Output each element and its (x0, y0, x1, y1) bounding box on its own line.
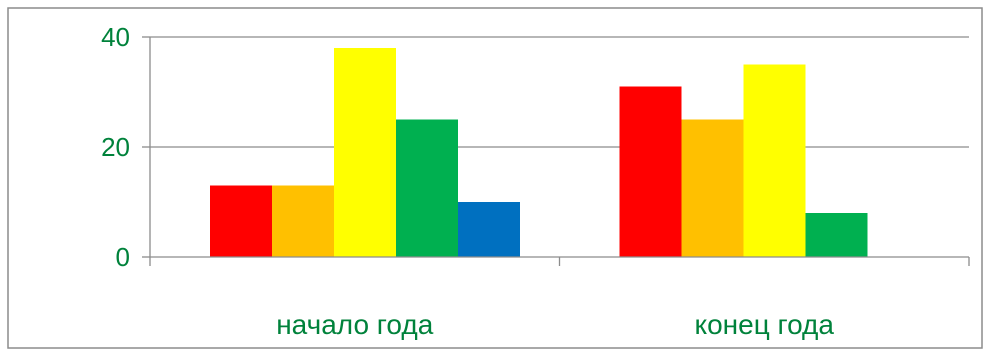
bar (619, 86, 682, 257)
y-tick-label: 0 (116, 242, 130, 272)
bar (805, 213, 868, 257)
bars (210, 48, 868, 257)
bar (396, 119, 458, 257)
axes (142, 36, 970, 266)
x-category-label: конец года (695, 309, 835, 340)
x-category-label: начало года (276, 309, 433, 340)
bar (210, 185, 272, 257)
bar (272, 185, 334, 257)
bar (334, 48, 396, 257)
x-category-labels: начало года конец года (276, 309, 834, 340)
y-tick-labels: 0 20 40 (101, 22, 130, 272)
y-tick-label: 40 (101, 22, 130, 52)
chart-border (7, 7, 983, 349)
gridlines (150, 36, 969, 148)
bar (681, 119, 744, 257)
y-tick-label: 20 (101, 132, 130, 162)
bar (743, 64, 806, 257)
bar (458, 202, 520, 257)
